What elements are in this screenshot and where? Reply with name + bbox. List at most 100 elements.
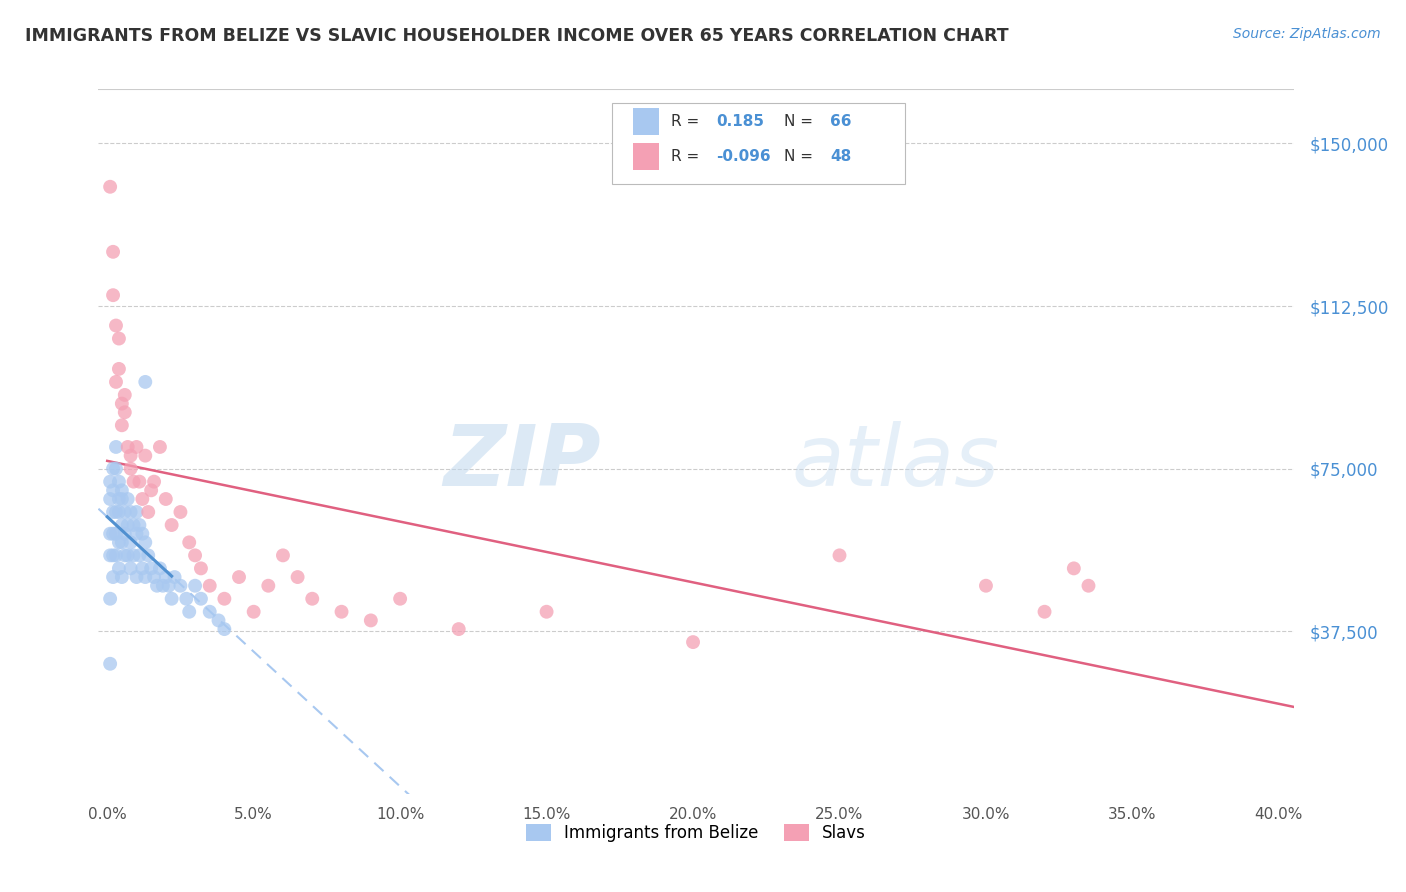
Point [120, 505, 142, 519]
Point [105, 505, 127, 519]
Point [207, 614, 229, 628]
Point [360, 614, 382, 628]
Point [160, 591, 183, 606]
Text: N =: N = [785, 114, 814, 129]
Point [98, 491, 121, 506]
Point [134, 535, 156, 549]
Point [149, 440, 172, 454]
Point [98, 549, 121, 563]
Point [301, 591, 323, 606]
Point [108, 332, 131, 346]
Point [111, 570, 134, 584]
Point [108, 505, 131, 519]
Point [1077, 579, 1099, 593]
Point [114, 549, 136, 563]
Point [105, 526, 127, 541]
Point [160, 518, 183, 533]
Point [125, 440, 148, 454]
Point [536, 605, 558, 619]
Point [111, 535, 134, 549]
Point [101, 505, 124, 519]
Point [101, 461, 124, 475]
Point [108, 475, 131, 489]
Point [105, 461, 127, 475]
Point [1033, 605, 1056, 619]
Point [114, 526, 136, 541]
Point [143, 570, 166, 584]
Point [101, 483, 124, 498]
Point [98, 526, 121, 541]
Point [105, 549, 127, 563]
Point [122, 549, 145, 563]
Point [155, 570, 177, 584]
Point [134, 449, 156, 463]
Point [242, 605, 264, 619]
Point [134, 570, 156, 584]
Point [257, 579, 280, 593]
Point [108, 561, 131, 575]
Text: Source: ZipAtlas.com: Source: ZipAtlas.com [1233, 27, 1381, 41]
Point [128, 475, 150, 489]
Point [101, 570, 124, 584]
Point [287, 570, 309, 584]
Point [111, 491, 134, 506]
Text: -0.096: -0.096 [716, 149, 770, 164]
Point [389, 591, 412, 606]
Point [101, 526, 124, 541]
Point [114, 505, 136, 519]
Point [111, 483, 134, 498]
Point [163, 570, 186, 584]
Point [101, 549, 124, 563]
Point [117, 518, 139, 533]
Point [108, 535, 131, 549]
Point [108, 491, 131, 506]
Point [131, 526, 153, 541]
Point [131, 561, 153, 575]
Point [179, 535, 201, 549]
Point [101, 288, 124, 302]
Point [111, 418, 134, 433]
Point [114, 388, 136, 402]
Point [125, 505, 148, 519]
Point [122, 518, 145, 533]
Point [98, 475, 121, 489]
Bar [633, 143, 659, 169]
Point [198, 605, 221, 619]
Point [136, 549, 159, 563]
Point [122, 475, 145, 489]
Text: R =: R = [671, 149, 699, 164]
Point [228, 570, 250, 584]
Text: 48: 48 [830, 149, 851, 164]
Point [105, 440, 127, 454]
Point [117, 440, 139, 454]
Point [120, 535, 142, 549]
Point [184, 579, 207, 593]
Point [117, 491, 139, 506]
Point [214, 591, 236, 606]
Point [128, 518, 150, 533]
Point [1063, 561, 1085, 575]
Point [974, 579, 997, 593]
Point [190, 591, 212, 606]
Point [111, 518, 134, 533]
Point [169, 505, 191, 519]
Point [117, 549, 139, 563]
Point [447, 622, 470, 636]
Point [141, 483, 163, 498]
Point [174, 591, 197, 606]
Point [105, 318, 127, 333]
Point [114, 405, 136, 419]
Point [120, 449, 142, 463]
Point [120, 561, 142, 575]
Point [98, 591, 121, 606]
Text: atlas: atlas [792, 421, 1000, 504]
Point [184, 549, 207, 563]
Text: 0.185: 0.185 [716, 114, 765, 129]
Point [190, 561, 212, 575]
Point [111, 396, 134, 410]
Point [271, 549, 294, 563]
Point [330, 605, 353, 619]
Legend: Immigrants from Belize, Slavs: Immigrants from Belize, Slavs [519, 817, 873, 849]
Point [152, 579, 174, 593]
Point [125, 526, 148, 541]
